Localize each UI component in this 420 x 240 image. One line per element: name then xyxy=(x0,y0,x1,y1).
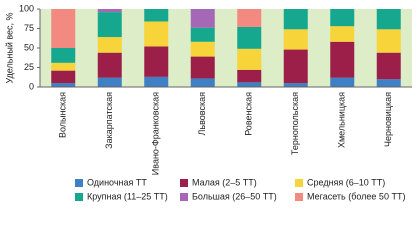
legend-swatch xyxy=(295,179,303,187)
bar-segment xyxy=(330,41,355,78)
y-tick-label: 50 xyxy=(24,42,34,52)
bar-segment xyxy=(283,83,308,87)
bar-segment xyxy=(283,29,308,50)
legend-label: Мегасеть (более 50 ТТ) xyxy=(307,191,405,201)
plot-background xyxy=(40,9,412,87)
legend-label: Одиночная ТТ xyxy=(87,177,147,187)
y-tick-label: 100 xyxy=(19,3,34,13)
bar-segment xyxy=(283,49,308,84)
legend-label: Малая (2–5 ТТ) xyxy=(192,177,257,187)
bar-segment xyxy=(190,41,215,57)
bar-segment xyxy=(237,48,262,70)
x-tick-label: Ровенская xyxy=(244,92,254,136)
bar-segment xyxy=(237,69,262,83)
bar-segment xyxy=(97,37,122,53)
bar-segment xyxy=(376,52,401,80)
bar-segment xyxy=(237,9,262,27)
bar-segment xyxy=(51,9,76,48)
bar-segment xyxy=(330,9,355,27)
y-tick-label: 75 xyxy=(24,23,34,33)
bar-segment xyxy=(97,52,122,78)
bar-segment xyxy=(97,77,122,87)
bar-segment xyxy=(376,79,401,87)
bar-segment xyxy=(283,9,308,30)
x-tick-label: Львовская xyxy=(197,92,207,136)
x-tick-label: Черновицкая xyxy=(383,92,393,147)
bar-segment xyxy=(190,27,215,42)
bar-segment xyxy=(376,9,401,30)
x-tick-label: Тернопольская xyxy=(290,92,300,155)
bar-segment xyxy=(144,21,169,47)
x-tick-label: Волынская xyxy=(58,92,68,138)
legend-label: Средняя (6–10 ТТ) xyxy=(307,177,385,187)
bar-segment xyxy=(144,76,169,87)
y-tick-label: 0 xyxy=(29,81,34,91)
x-tick-label: Закарпатская xyxy=(104,92,114,149)
bar-segment xyxy=(51,83,76,87)
y-axis-label: Удельный вес, % xyxy=(4,12,14,83)
bar-segment xyxy=(97,9,122,13)
legend-label: Большая (26–50 ТТ) xyxy=(192,191,277,201)
bar-segment xyxy=(51,48,76,63)
bar-segment xyxy=(190,56,215,79)
bar-segment xyxy=(51,62,76,71)
bar-segment xyxy=(144,9,169,22)
bar-segment xyxy=(190,78,215,87)
bar-segment xyxy=(330,26,355,42)
legend-label: Крупная (11–25 ТТ) xyxy=(87,191,168,201)
bar-segment xyxy=(376,29,401,53)
x-tick-label: Хмельницкая xyxy=(337,92,347,148)
bar-segment xyxy=(144,46,169,77)
legend-swatch xyxy=(75,179,83,187)
bar-segment xyxy=(237,26,262,49)
legend-swatch xyxy=(75,193,83,201)
bar-segment xyxy=(237,82,262,87)
legend-swatch xyxy=(180,193,188,201)
y-tick-label: 25 xyxy=(24,62,34,72)
legend-swatch xyxy=(180,179,188,187)
bar-segment xyxy=(97,12,122,38)
bar-segment xyxy=(330,77,355,87)
bar-segment xyxy=(51,70,76,84)
legend-swatch xyxy=(295,193,303,201)
chart: Удельный вес, % 0 25 50 75 100 Волынская Закар… xyxy=(4,3,412,201)
x-tick-label: Ивано-Франковская xyxy=(151,92,161,175)
bar-segment xyxy=(190,9,215,28)
